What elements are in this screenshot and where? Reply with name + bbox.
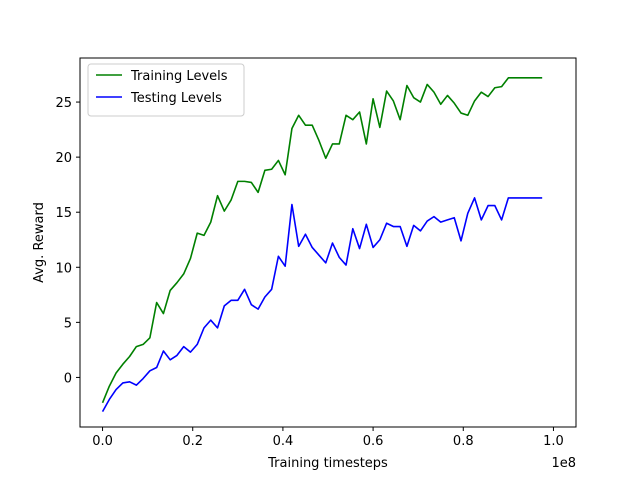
y-axis-label: Avg. Reward [32, 202, 47, 283]
y-tick-label: 15 [55, 206, 72, 221]
y-axis-ticks: 0 5 10 15 20 25 [55, 96, 80, 386]
x-tick-label: 1.0 [543, 434, 564, 449]
axes-frame [79, 57, 577, 428]
x-tick-label: 0.8 [453, 434, 474, 449]
x-tick-label: 0.6 [363, 434, 384, 449]
legend: Training Levels Testing Levels [87, 63, 245, 117]
x-axis-offset-text: 1e8 [551, 456, 576, 471]
y-tick-label: 0 [64, 371, 72, 386]
series-line-training-levels [101, 77, 543, 404]
legend-box [87, 63, 245, 117]
y-tick-label: 5 [64, 316, 72, 331]
plot-area [101, 77, 543, 412]
x-tick-label: 0.2 [182, 434, 203, 449]
legend-label: Testing Levels [130, 91, 222, 106]
x-axis-label: Training timesteps [267, 456, 388, 471]
legend-label: Training Levels [130, 69, 228, 84]
x-axis-ticks: 0.0 0.2 0.4 0.6 0.8 1.0 [92, 427, 564, 449]
x-tick-label: 0.0 [92, 434, 113, 449]
series-line-testing-levels [101, 197, 543, 412]
y-tick-label: 25 [55, 96, 72, 111]
y-tick-label: 10 [55, 261, 72, 276]
y-tick-label: 20 [55, 151, 72, 166]
x-tick-label: 0.4 [273, 434, 294, 449]
